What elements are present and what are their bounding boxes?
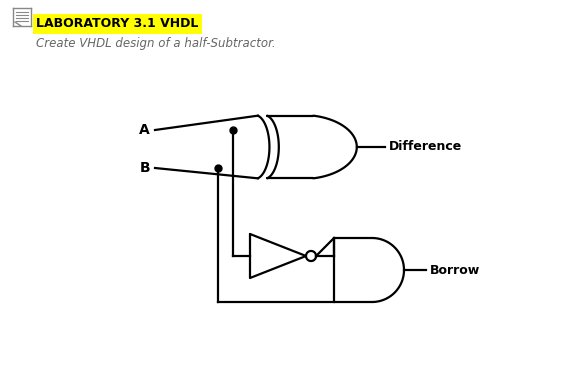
Text: Borrow: Borrow: [430, 263, 481, 276]
Text: Difference: Difference: [389, 141, 462, 154]
Text: B: B: [139, 161, 150, 175]
Text: Create VHDL design of a half-Subtractor.: Create VHDL design of a half-Subtractor.: [36, 37, 275, 50]
Text: LABORATORY 3.1 VHDL: LABORATORY 3.1 VHDL: [36, 17, 198, 30]
Text: A: A: [139, 123, 150, 137]
